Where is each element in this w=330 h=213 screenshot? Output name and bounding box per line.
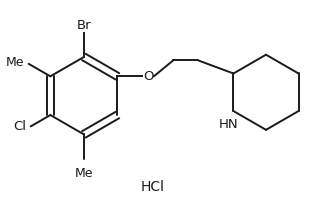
Text: O: O [143,70,153,83]
Text: Me: Me [75,167,93,180]
Text: HCl: HCl [140,180,164,194]
Text: Cl: Cl [13,120,26,133]
Text: HN: HN [219,118,239,131]
Text: Br: Br [77,19,91,32]
Text: Me: Me [6,56,24,69]
